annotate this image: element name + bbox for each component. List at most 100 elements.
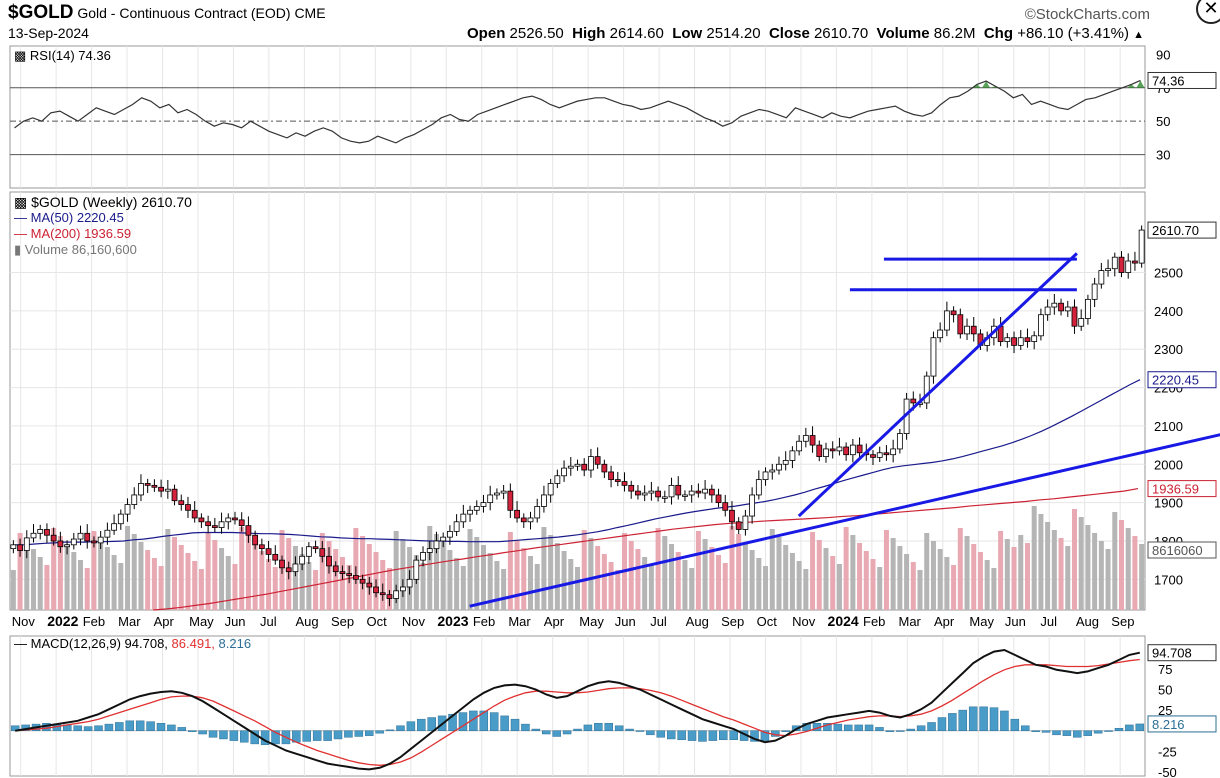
candle-up: [138, 483, 144, 496]
volume-bar: [1132, 536, 1138, 610]
macd-histogram-bar: [1083, 730, 1092, 736]
macd-signal-line: [15, 658, 1140, 766]
brand-watermark: ©StockCharts.com: [1024, 6, 1150, 23]
candle-up: [836, 446, 843, 452]
macd-histogram-bar: [875, 727, 884, 731]
candle-up: [567, 465, 574, 469]
volume-bar: [581, 530, 587, 610]
volume-bar: [756, 558, 762, 610]
volume-bar: [514, 540, 520, 610]
volume-bar: [669, 544, 675, 610]
price-tick-label: 2100: [1154, 419, 1183, 434]
macd-histogram-bar: [146, 721, 155, 731]
candle-up: [117, 513, 124, 525]
volume-bar: [219, 548, 225, 610]
candle-up: [749, 494, 756, 517]
ma50-label: 2220.45: [1152, 373, 1199, 388]
macd-histogram-bar: [864, 724, 874, 731]
candle-down: [366, 582, 373, 588]
candle-up: [104, 529, 111, 538]
volume-bar: [151, 558, 157, 610]
rsi-tick-label: 50: [1156, 114, 1170, 129]
volume-bar: [1038, 514, 1044, 610]
macd-legend: — MACD(12,26,9) 94.708, 86.491, 8.216: [14, 636, 251, 651]
volume-bar: [1112, 512, 1118, 610]
volume-bar: [433, 534, 439, 610]
candle-down: [950, 310, 957, 316]
candle-up: [755, 479, 762, 496]
candle-up: [1085, 298, 1091, 319]
volume-bar: [1098, 541, 1104, 610]
volume-bar: [655, 528, 661, 610]
x-axis-label: Sep: [721, 614, 744, 629]
volume-bar: [198, 569, 204, 610]
volume-bar: [628, 541, 634, 610]
candle-down: [635, 490, 641, 496]
macd-histogram-bar: [552, 730, 561, 737]
candle-down: [628, 484, 635, 492]
candle-down: [1011, 337, 1017, 346]
candle-up: [406, 578, 413, 588]
volume-bar: [366, 544, 372, 610]
candle-up: [131, 494, 138, 505]
volume-bar: [971, 544, 977, 610]
volume-bar: [111, 555, 117, 610]
close-icon[interactable]: ✕: [1196, 0, 1220, 24]
x-axis-label: Jun: [1005, 614, 1026, 629]
candle-up: [433, 540, 440, 550]
macd-histogram-bar: [1093, 730, 1103, 734]
volume-bar: [91, 531, 97, 610]
macd-histogram-bar: [1062, 730, 1072, 736]
volume-bar: [1051, 530, 1057, 610]
x-axis-label: May: [579, 614, 604, 629]
candle-up: [77, 532, 84, 540]
candle-up: [702, 488, 709, 494]
candle-down: [608, 471, 614, 481]
candle-up: [937, 329, 944, 339]
volume-bar: [185, 553, 191, 610]
macd-histogram-bar: [229, 730, 239, 741]
volume-bar: [487, 553, 493, 610]
candle-down: [373, 586, 379, 594]
candle-up: [964, 325, 970, 335]
candle-down: [856, 444, 863, 454]
volume-bar: [1105, 549, 1111, 610]
macd-histogram-bar: [948, 713, 957, 731]
ma200-label-box: [1147, 480, 1217, 498]
candle-up: [446, 530, 453, 538]
macd-histogram-bar: [1125, 724, 1134, 731]
candle-up: [534, 506, 541, 519]
candle-down: [144, 483, 151, 486]
volume-bar: [266, 559, 272, 610]
volume-bar: [991, 568, 997, 610]
macd-histogram-bar: [271, 730, 280, 745]
macd-tick-label: 25: [1158, 703, 1172, 718]
volume-bar: [172, 537, 178, 610]
volume-bar: [1065, 546, 1071, 610]
volume-label: Volume: [876, 25, 930, 42]
volume-bar: [689, 568, 695, 610]
volume-bar: [648, 565, 654, 610]
x-axis-label: Apr: [154, 614, 175, 629]
volume-bar: [924, 533, 930, 610]
volume-bar: [299, 554, 305, 610]
macd-histogram-bar: [344, 730, 353, 738]
close-label: Close: [768, 25, 810, 42]
candle-down: [191, 509, 198, 519]
volume-bar: [850, 535, 856, 610]
macd-histogram-bar: [1114, 727, 1124, 731]
candle-up: [225, 517, 232, 523]
volume-bar: [319, 533, 325, 610]
volume-bar: [561, 551, 567, 610]
volume-bar: [239, 527, 245, 610]
candle-up: [30, 532, 37, 539]
macd-histogram-bar: [542, 730, 551, 735]
macd-histogram-bar: [385, 729, 395, 731]
candle-up: [1098, 270, 1105, 285]
macd-hist-last-value: 8.216: [1152, 717, 1185, 732]
volume-bar: [292, 546, 298, 610]
volume-bar: [71, 552, 77, 610]
volume-bar: [642, 557, 648, 610]
volume-bar: [695, 531, 701, 610]
candle-down: [171, 488, 178, 502]
